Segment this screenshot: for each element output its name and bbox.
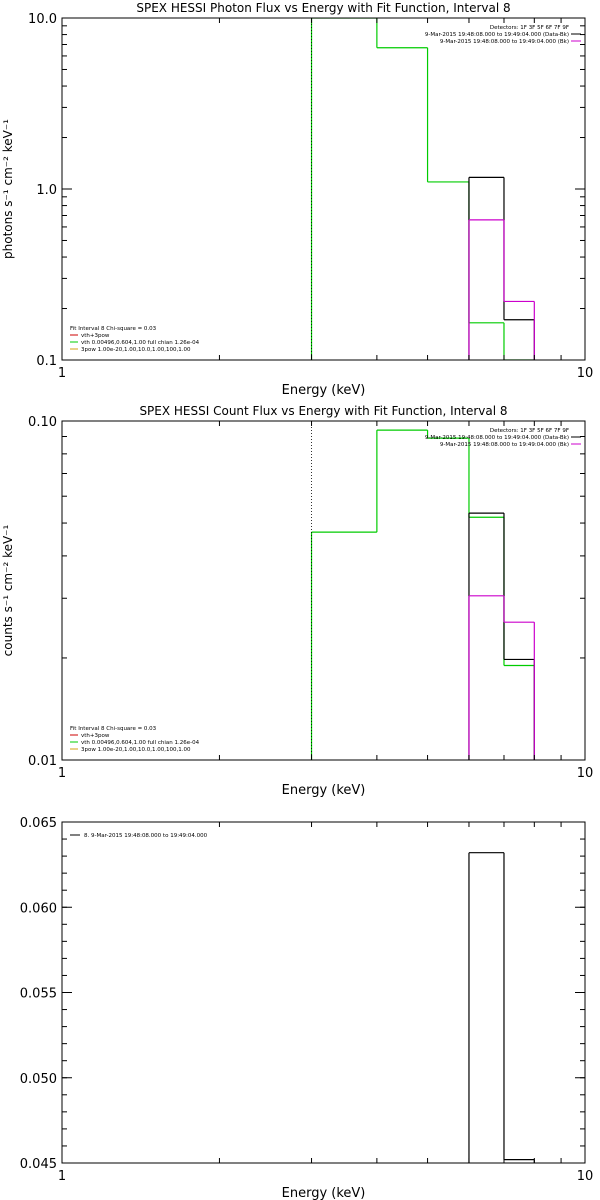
legend-entry: 8. 9-Mar-2015 19:48:08.000 to 19:49:04.0…	[84, 833, 208, 839]
legend-entry: 9-Mar-2015 19:48:08.000 to 19:49:04.000 …	[425, 32, 569, 38]
fit-legend-entry: vth 0.00496,0.604,1.00 full chian 1.26e-…	[81, 740, 200, 746]
x-axis-label: Energy (keV)	[282, 383, 366, 398]
y-tick-label: 10.0	[28, 12, 57, 27]
y-tick-label: 0.10	[28, 415, 57, 430]
plot-frame	[61, 17, 586, 361]
y-tick-label: 0.050	[20, 1072, 57, 1087]
plot-area	[468, 852, 535, 1163]
x-tick-label: 1	[58, 766, 66, 781]
x-axis-label: Energy (keV)	[282, 783, 366, 798]
y-tick-label: 0.045	[20, 1157, 57, 1172]
fit-legend-entry: 3pow 1.00e-20,1.00,10.0,1.00,100,1.00	[81, 347, 191, 353]
plot-frame	[61, 420, 586, 761]
y-tick-label: 0.065	[20, 816, 57, 831]
plot-frame	[61, 821, 586, 1164]
chart-panel-2: 1 10 0.01 0.10 SPEX HESSI Count Flux vs Ener…	[1, 404, 593, 798]
plot-area	[310, 18, 535, 360]
y-tick-label: 1.0	[36, 183, 57, 198]
y-tick-label: 0.055	[20, 987, 57, 1002]
chart-panel-1: 1 10 0.1 1.0 10.0 SPEX HESSI Photon Flux vs E…	[1, 1, 593, 398]
y-tick-label: 0.060	[20, 901, 57, 916]
y-tick-label: 0.1	[36, 354, 57, 369]
x-tick-label: 1	[58, 366, 66, 381]
x-tick-label: 10	[577, 1169, 594, 1184]
fit-legend-title: Fit Interval 8 Chi-square = 0.03	[70, 726, 157, 732]
x-tick-label: 10	[577, 366, 594, 381]
y-axis-label: photons s⁻¹ cm⁻² keV⁻¹	[1, 119, 15, 259]
legend-entry: 9-Mar-2015 19:48:08.000 to 19:49:04.000 …	[440, 442, 569, 448]
y-axis-label: counts s⁻¹ cm⁻² keV⁻¹	[1, 524, 15, 656]
fit-legend-entry: vth+3pow	[81, 333, 110, 339]
legend-detectors: Detectors: 1F 3F 5F 6F 7F 9F	[490, 428, 569, 434]
x-tick-label: 1	[58, 1169, 66, 1184]
fit-legend-entry: 3pow 1.00e-20,1.00,10.0,1.00,100,1.00	[81, 747, 191, 753]
fit-legend-entry: vth+3pow	[81, 733, 110, 739]
fit-legend-entry: vth 0.00496,0.604,1.00 full chian 1.26e-…	[81, 340, 200, 346]
chart-panel-3: 1 10 0.045 0.050 0.055 0.060 0.065 Energy (keV)…	[20, 816, 593, 1200]
legend-detectors: Detectors: 1F 3F 5F 6F 7F 9F	[490, 25, 569, 31]
plot-area	[310, 429, 535, 760]
legend-entry: 9-Mar-2015 19:48:08.000 to 19:49:04.000 …	[425, 435, 569, 441]
x-axis-label: Energy (keV)	[282, 1186, 366, 1200]
y-tick-label: 0.01	[28, 754, 57, 769]
x-tick-label: 10	[577, 766, 594, 781]
chart-title: SPEX HESSI Photon Flux vs Energy with Fi…	[136, 1, 510, 15]
chart-title: SPEX HESSI Count Flux vs Energy with Fit…	[139, 404, 507, 418]
fit-legend-title: Fit Interval 8 Chi-square = 0.03	[70, 326, 157, 332]
legend-entry: 9-Mar-2015 19:48:08.000 to 19:49:04.000 …	[440, 39, 569, 45]
